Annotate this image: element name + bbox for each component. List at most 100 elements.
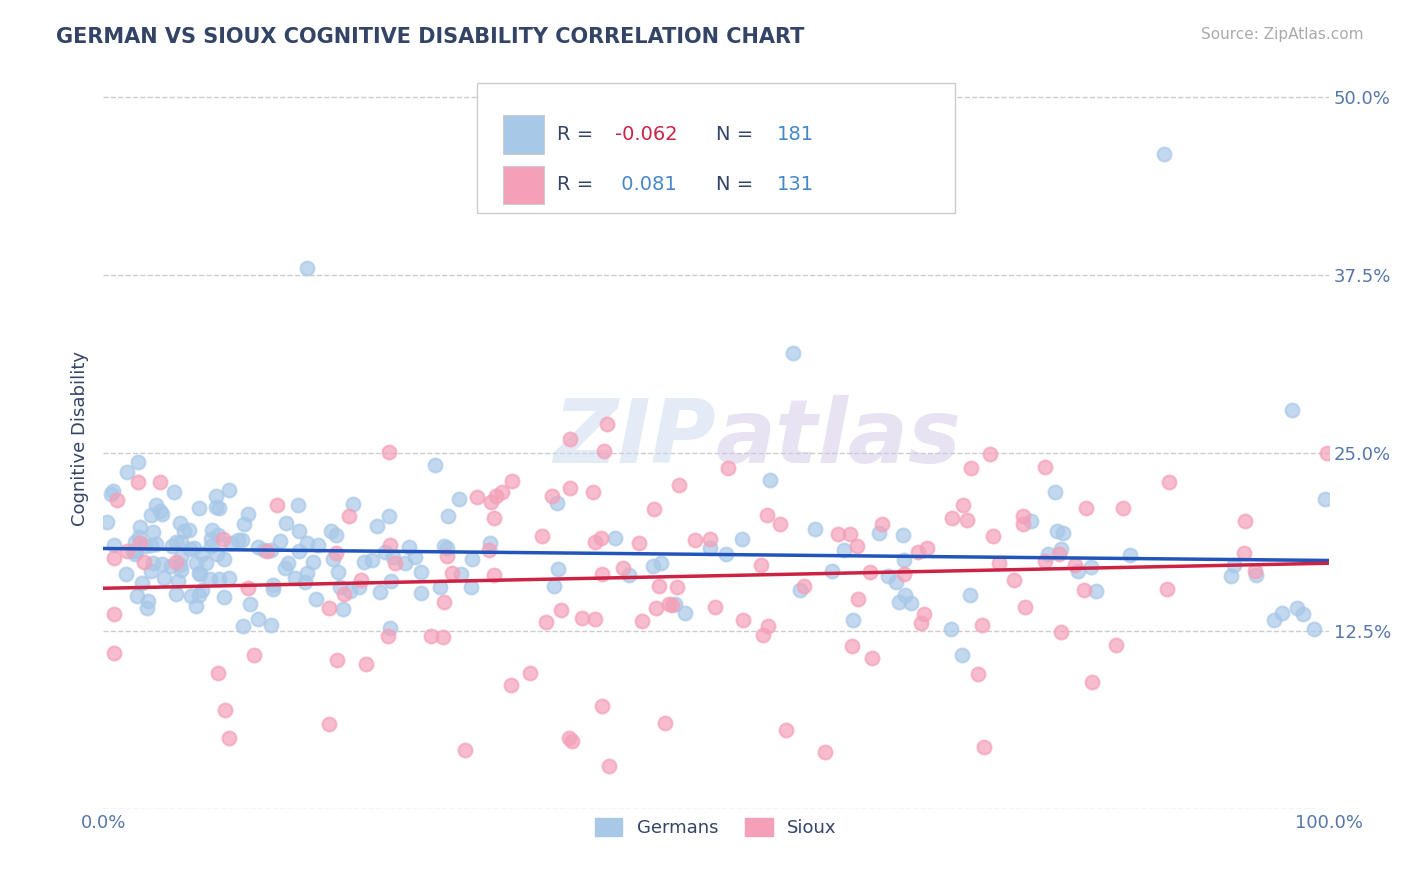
- Point: [125, 589, 148, 603]
- Point: [460, 580, 482, 594]
- Point: [208, 500, 231, 515]
- Text: Source: ZipAtlas.com: Source: ZipAtlas.com: [1201, 27, 1364, 42]
- Point: [876, 569, 898, 583]
- Point: [128, 530, 150, 544]
- Point: [775, 723, 797, 738]
- Point: [454, 743, 477, 757]
- Point: [260, 543, 283, 558]
- Point: [1271, 606, 1294, 620]
- Point: [295, 566, 318, 581]
- Point: [889, 595, 911, 609]
- Point: [561, 734, 583, 748]
- Point: [247, 540, 270, 554]
- Point: [204, 500, 226, 514]
- Point: [374, 545, 396, 559]
- Point: [941, 511, 963, 525]
- Point: [1119, 548, 1142, 562]
- Text: GERMAN VS SIOUX COGNITIVE DISABILITY CORRELATION CHART: GERMAN VS SIOUX COGNITIVE DISABILITY COR…: [56, 27, 804, 46]
- Point: [860, 651, 883, 665]
- Point: [103, 551, 125, 566]
- Point: [842, 613, 865, 627]
- Point: [382, 549, 405, 564]
- Point: [617, 567, 640, 582]
- Point: [398, 541, 420, 555]
- Point: [329, 580, 352, 594]
- Point: [1073, 583, 1095, 598]
- Point: [900, 596, 922, 610]
- Point: [163, 485, 186, 500]
- Point: [150, 507, 173, 521]
- Point: [103, 538, 125, 552]
- Text: -0.062: -0.062: [616, 125, 678, 144]
- Point: [297, 260, 319, 275]
- Point: [987, 557, 1010, 571]
- Point: [142, 524, 165, 539]
- Point: [832, 543, 855, 558]
- Point: [534, 615, 557, 629]
- Point: [683, 533, 706, 547]
- Point: [136, 601, 159, 615]
- Point: [973, 739, 995, 754]
- Point: [752, 628, 775, 642]
- Point: [979, 447, 1001, 461]
- Point: [184, 556, 207, 570]
- Point: [432, 630, 454, 644]
- Point: [124, 534, 146, 549]
- Point: [200, 532, 222, 546]
- Point: [628, 535, 651, 549]
- Point: [429, 580, 451, 594]
- Point: [115, 465, 138, 479]
- Point: [160, 539, 183, 553]
- Point: [142, 556, 165, 570]
- Point: [560, 432, 582, 446]
- Point: [501, 474, 523, 488]
- Point: [699, 532, 721, 546]
- Point: [447, 492, 470, 507]
- Point: [262, 582, 284, 597]
- Point: [256, 543, 278, 558]
- Point: [170, 549, 193, 564]
- Y-axis label: Cognitive Disability: Cognitive Disability: [72, 351, 89, 526]
- Point: [1244, 564, 1267, 578]
- Point: [603, 532, 626, 546]
- Point: [247, 612, 270, 626]
- FancyBboxPatch shape: [477, 83, 955, 213]
- Point: [325, 546, 347, 560]
- Point: [1074, 501, 1097, 516]
- Point: [1292, 607, 1315, 622]
- Point: [318, 716, 340, 731]
- Point: [1046, 524, 1069, 538]
- Point: [394, 556, 416, 570]
- Point: [884, 574, 907, 589]
- Point: [482, 511, 505, 525]
- Point: [212, 551, 235, 566]
- Text: 131: 131: [778, 176, 814, 194]
- Point: [665, 580, 688, 594]
- Point: [478, 536, 501, 550]
- Point: [139, 538, 162, 552]
- Point: [789, 583, 811, 598]
- Point: [269, 533, 291, 548]
- Point: [1244, 567, 1267, 582]
- Point: [380, 621, 402, 635]
- Point: [218, 731, 240, 746]
- Point: [134, 539, 156, 553]
- Point: [131, 575, 153, 590]
- Point: [1285, 600, 1308, 615]
- Point: [384, 556, 406, 570]
- Point: [200, 539, 222, 553]
- Point: [650, 556, 672, 570]
- Point: [101, 484, 124, 499]
- Text: R =: R =: [557, 125, 599, 144]
- Point: [845, 539, 868, 553]
- Point: [128, 535, 150, 549]
- Point: [658, 597, 681, 611]
- Point: [169, 516, 191, 530]
- Point: [581, 484, 603, 499]
- Point: [749, 558, 772, 572]
- Point: [1064, 558, 1087, 573]
- Point: [543, 579, 565, 593]
- Point: [731, 532, 754, 546]
- Point: [302, 556, 325, 570]
- Point: [1315, 492, 1337, 507]
